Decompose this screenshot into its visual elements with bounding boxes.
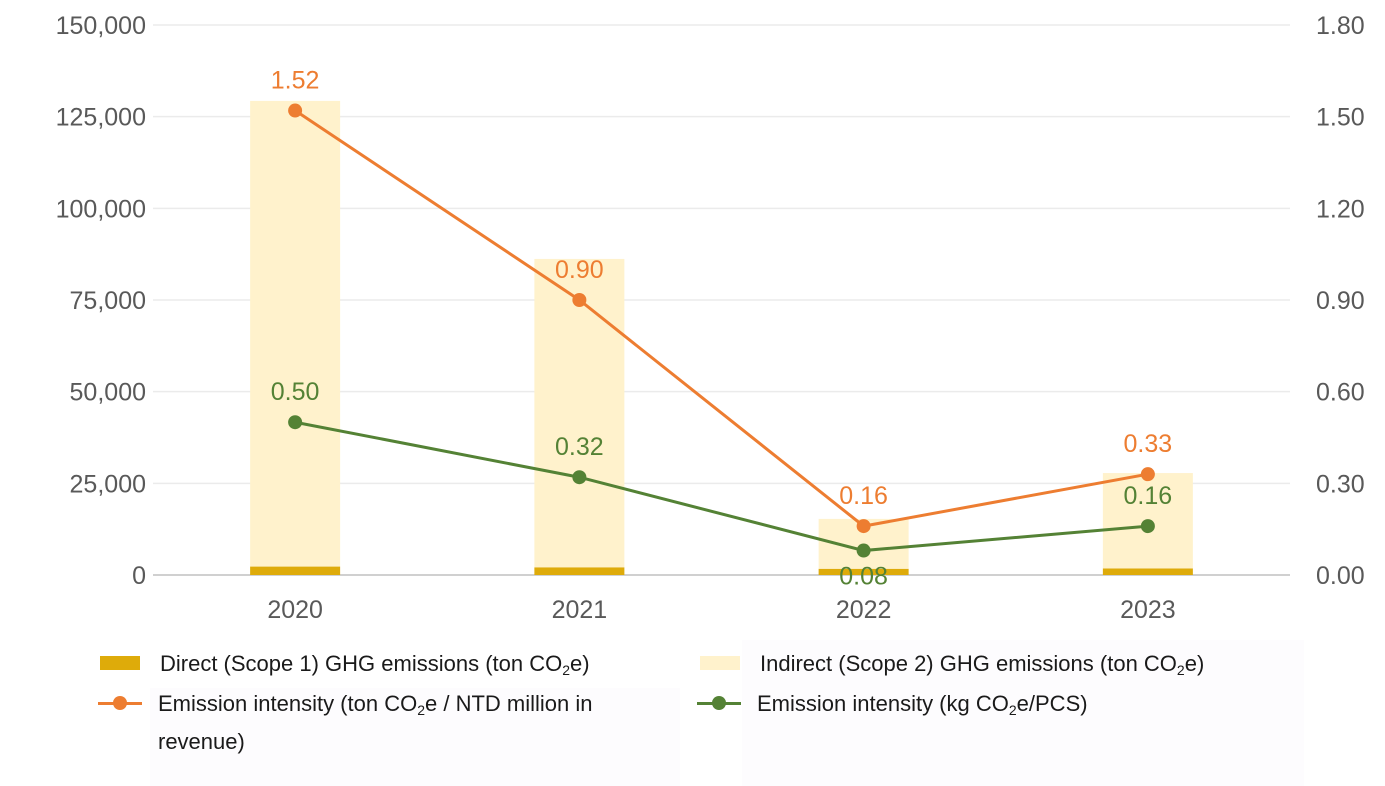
line-intensity-revenue <box>294 109 1149 528</box>
point-intensity-pcs <box>856 543 871 558</box>
legend-background-left <box>150 688 680 786</box>
data-label-intensity-pcs: 0.32 <box>555 433 604 461</box>
chart-plot: 0 25,000 50,000 75,000 100,000 125,000 150,000… <box>56 12 1365 624</box>
right-axis-ticks: 0.00 0.30 0.60 0.90 1.20 1.50 1.80 <box>1316 12 1365 590</box>
bar-direct-scope1 <box>1102 568 1193 575</box>
right-axis-tick-label: 0.60 <box>1316 379 1365 407</box>
bar-indirect-scope2 <box>250 100 341 567</box>
line-intensity-pcs <box>294 420 1149 553</box>
data-label-intensity-revenue: 1.52 <box>271 67 320 95</box>
right-axis-tick-label: 1.50 <box>1316 104 1365 132</box>
data-label-intensity-revenue: 0.33 <box>1124 430 1173 458</box>
legend-swatch-direct <box>100 656 140 670</box>
legend-label-indirect: Indirect (Scope 2) GHG emissions (ton CO… <box>760 651 1205 678</box>
left-axis-tick-label: 0 <box>132 562 146 590</box>
legend-item-intensity-revenue[interactable]: Emission intensity (ton CO2e / NTD milli… <box>98 688 678 757</box>
legend-swatch-indirect <box>700 656 740 670</box>
right-axis-tick-label: 1.80 <box>1316 12 1365 40</box>
legend-marker-intensity-pcs <box>697 688 741 718</box>
legend-marker-intensity-revenue <box>98 688 142 718</box>
legend-item-indirect-scope2[interactable]: Indirect (Scope 2) GHG emissions (ton CO… <box>700 648 1204 686</box>
data-label-intensity-revenue: 0.16 <box>839 482 888 510</box>
data-label-intensity-pcs: 0.50 <box>271 378 320 406</box>
bar-direct-scope1 <box>250 566 341 575</box>
data-label-intensity-pcs: 0.16 <box>1124 482 1173 510</box>
legend-label-direct: Direct (Scope 1) GHG emissions (ton CO2e… <box>160 651 590 678</box>
right-axis-tick-label: 0.90 <box>1316 287 1365 315</box>
legend-item-direct-scope1[interactable]: Direct (Scope 1) GHG emissions (ton CO2e… <box>100 648 590 686</box>
right-axis-tick-label: 1.20 <box>1316 195 1365 223</box>
left-axis-tick-label: 50,000 <box>70 379 146 407</box>
data-label-intensity-pcs: 0.08 <box>839 563 888 591</box>
x-axis-tick-label: 2022 <box>836 596 892 624</box>
x-axis-ticks: 2020 2021 2022 2023 <box>267 596 1175 624</box>
bar-direct-scope1 <box>534 567 625 575</box>
point-intensity-revenue <box>1140 467 1155 482</box>
legend-label-intensity-pcs: Emission intensity (kg CO2e/PCS) <box>757 691 1088 718</box>
left-axis-tick-label: 25,000 <box>70 470 146 498</box>
point-intensity-revenue <box>572 293 587 307</box>
x-axis-tick-label: 2021 <box>552 596 608 624</box>
left-axis-tick-label: 100,000 <box>56 195 146 223</box>
legend-background-right <box>742 640 1304 786</box>
legend-item-intensity-pcs[interactable]: Emission intensity (kg CO2e/PCS) <box>697 688 1088 726</box>
gridlines <box>153 24 1290 576</box>
point-intensity-revenue <box>856 519 871 534</box>
x-axis-tick-label: 2020 <box>267 596 323 624</box>
point-intensity-pcs <box>1140 519 1155 534</box>
data-labels: 1.52 0.90 0.16 0.33 0.50 0.32 0.08 0.16 <box>271 67 1172 591</box>
point-intensity-pcs <box>288 415 303 430</box>
bar-direct-scope1 <box>818 568 909 575</box>
x-axis-tick-label: 2023 <box>1120 596 1176 624</box>
bars <box>250 100 1193 575</box>
legend-label-intensity-revenue: Emission intensity (ton CO2e / NTD milli… <box>158 691 593 754</box>
point-intensity-revenue <box>288 103 303 118</box>
left-axis-tick-label: 125,000 <box>56 104 146 132</box>
bar-indirect-scope2 <box>534 258 625 568</box>
data-label-intensity-revenue: 0.90 <box>555 256 604 284</box>
right-axis-tick-label: 0.30 <box>1316 470 1365 498</box>
legend: Direct (Scope 1) GHG emissions (ton CO2e… <box>0 640 1385 786</box>
lines <box>288 103 1155 558</box>
point-intensity-pcs <box>572 470 587 485</box>
left-axis-tick-label: 75,000 <box>70 287 146 315</box>
left-axis-tick-label: 150,000 <box>56 12 146 40</box>
right-axis-tick-label: 0.00 <box>1316 562 1365 590</box>
left-axis-ticks: 0 25,000 50,000 75,000 100,000 125,000 150,000 <box>56 12 146 590</box>
